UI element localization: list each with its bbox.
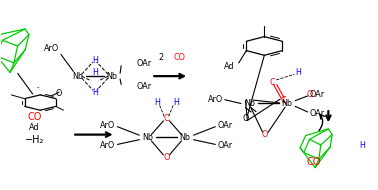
Text: Nb: Nb	[142, 133, 153, 142]
Text: O: O	[163, 153, 170, 162]
Text: Nb: Nb	[281, 99, 293, 108]
Text: 2: 2	[159, 53, 166, 62]
Text: Ad: Ad	[29, 123, 40, 131]
Text: C: C	[269, 78, 275, 87]
Text: O: O	[306, 89, 313, 99]
Text: O: O	[261, 130, 268, 139]
Text: OAr: OAr	[217, 121, 232, 130]
Text: Nb: Nb	[180, 133, 191, 142]
Text: ArO: ArO	[100, 121, 116, 130]
Text: CO: CO	[306, 157, 321, 167]
Text: H: H	[154, 98, 160, 107]
Text: −H₂: −H₂	[25, 135, 44, 145]
Text: OAr: OAr	[310, 89, 325, 99]
Text: CO: CO	[174, 53, 186, 62]
Text: H: H	[359, 141, 365, 150]
Text: O: O	[242, 114, 249, 123]
Text: H: H	[92, 88, 98, 97]
Text: H: H	[92, 56, 98, 65]
Text: CO: CO	[27, 112, 42, 122]
Text: C: C	[280, 96, 286, 105]
Text: OAr: OAr	[310, 109, 325, 118]
Text: ArO: ArO	[100, 141, 116, 150]
Text: O: O	[56, 89, 62, 98]
Text: Nb: Nb	[244, 99, 255, 108]
FancyArrowPatch shape	[319, 114, 324, 131]
Text: OAr: OAr	[136, 82, 152, 91]
Text: H: H	[173, 98, 179, 107]
Text: OAr: OAr	[136, 59, 152, 68]
Text: C: C	[164, 114, 169, 123]
Text: ArO: ArO	[208, 95, 223, 104]
Text: Nb: Nb	[73, 72, 84, 81]
Text: Ad: Ad	[224, 62, 234, 71]
Text: Nb: Nb	[106, 72, 117, 81]
Text: H: H	[92, 68, 98, 77]
Text: -: -	[37, 84, 40, 90]
Text: OAr: OAr	[217, 141, 232, 150]
Text: ArO: ArO	[44, 44, 59, 53]
Text: H: H	[295, 68, 301, 77]
